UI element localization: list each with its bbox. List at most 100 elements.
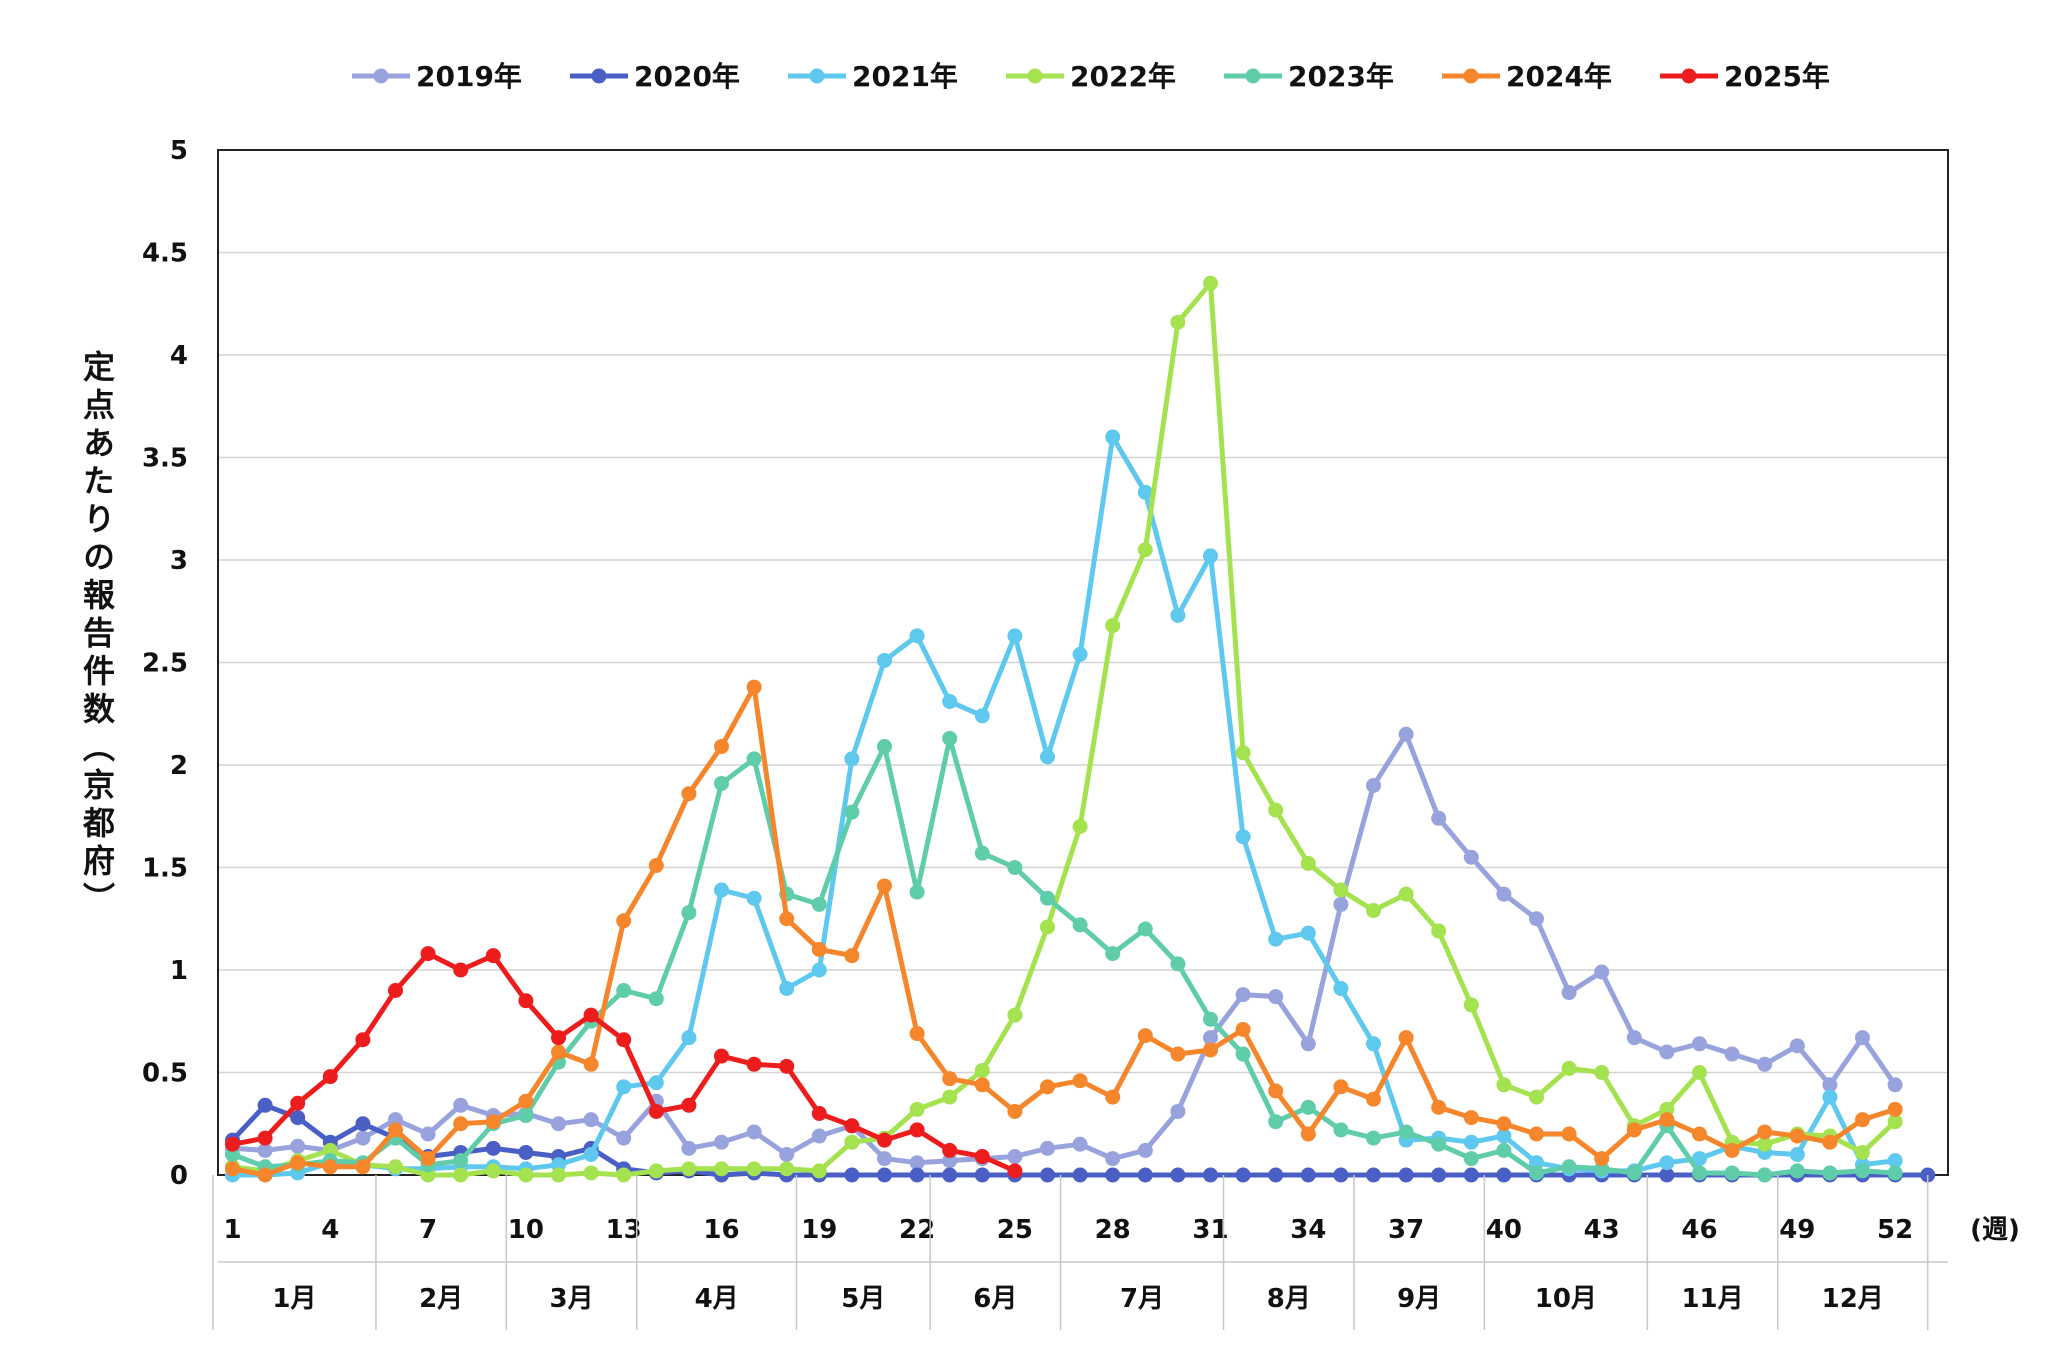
data-point [714,775,729,791]
y-tick-label: 4 [170,341,188,371]
data-point [322,1069,338,1085]
data-point [1007,628,1023,644]
data-point [1398,1030,1414,1046]
y-tick-label: 5 [170,136,188,166]
data-point [1692,1151,1707,1167]
legend-swatch-marker [1027,68,1043,84]
data-point [648,1075,664,1091]
data-point [1626,1122,1642,1138]
data-point [714,739,729,755]
data-point [1040,749,1055,765]
data-point [942,730,958,746]
data-point [1300,1099,1316,1115]
data-point [616,1079,632,1095]
data-point [1366,1167,1381,1183]
data-point [811,1106,827,1121]
data-point [1594,1151,1610,1167]
data-point [551,1030,566,1046]
data-point [1855,1030,1870,1046]
x-tick-label: 28 [1095,1215,1131,1245]
data-point [1789,1147,1805,1162]
data-point [1724,1142,1740,1158]
data-point [1040,1140,1055,1156]
x-tick-label: 40 [1486,1215,1522,1245]
y-tick-label: 0.5 [142,1059,188,1089]
data-point [257,1097,273,1113]
x-tick-label: 37 [1388,1215,1424,1245]
data-point [909,1122,925,1138]
data-point [1496,1077,1512,1093]
data-point [681,1030,697,1046]
data-point [1007,1007,1023,1023]
data-point [1855,1163,1870,1179]
data-point [1431,923,1447,939]
data-point [681,786,697,802]
data-point [1105,1089,1121,1105]
data-point [583,1056,599,1072]
data-point [942,1071,958,1087]
data-point [225,1161,240,1177]
data-point [1235,1046,1251,1062]
data-point [746,1161,762,1177]
data-point [1496,886,1512,902]
data-point [616,1032,632,1048]
data-point [583,1007,599,1023]
data-point [1300,1167,1316,1183]
data-point [1757,1124,1773,1140]
data-point [1431,1167,1447,1183]
data-point [1887,1101,1903,1117]
data-point [1268,1083,1284,1099]
legend-label: 2023年 [1288,60,1394,93]
data-point [1529,911,1544,927]
data-point [1724,1046,1740,1062]
data-point [1170,607,1186,623]
data-point [1333,1122,1349,1138]
y-tick-label: 2.5 [142,649,188,679]
data-point [1300,925,1316,941]
legend-swatch-marker [1681,68,1697,84]
data-point [1594,1065,1610,1080]
legend-label: 2022年 [1070,60,1176,93]
data-point [844,1134,860,1150]
data-point [844,1118,860,1134]
data-point [1398,1124,1414,1140]
data-point [1431,1099,1447,1115]
legend-label: 2019年 [416,60,522,93]
data-point [1137,921,1153,937]
data-point [909,1101,925,1117]
data-point [1398,1167,1414,1183]
data-point [1496,1142,1512,1158]
data-point [681,905,697,921]
month-label: 5月 [841,1284,885,1314]
data-point [1137,1167,1153,1183]
data-point [1855,1112,1870,1128]
data-point [1072,1073,1088,1089]
x-tick-label: 34 [1290,1215,1326,1245]
data-point [1203,1030,1218,1046]
data-point [551,1157,566,1173]
data-point [1463,1151,1479,1167]
data-point [1170,1167,1186,1183]
month-label: 12月 [1822,1284,1884,1314]
month-label: 4月 [695,1284,739,1314]
data-point [518,1167,534,1183]
data-point [1463,997,1479,1013]
data-point [420,1151,436,1167]
data-point [551,1167,566,1183]
data-point [1659,1167,1675,1183]
data-point [616,1130,632,1146]
data-point [1398,726,1414,742]
data-point [1822,1165,1838,1181]
data-point [1561,985,1577,1001]
data-point [844,1167,860,1183]
data-point [583,1112,599,1128]
data-point [355,1032,371,1048]
y-tick-label: 3 [170,546,188,576]
data-point [322,1159,338,1175]
data-point [485,1163,501,1179]
month-label: 11月 [1681,1284,1743,1314]
x-tick-label: 13 [606,1215,642,1245]
data-point [909,1155,925,1171]
data-point [583,1165,599,1181]
data-point [779,1058,795,1074]
